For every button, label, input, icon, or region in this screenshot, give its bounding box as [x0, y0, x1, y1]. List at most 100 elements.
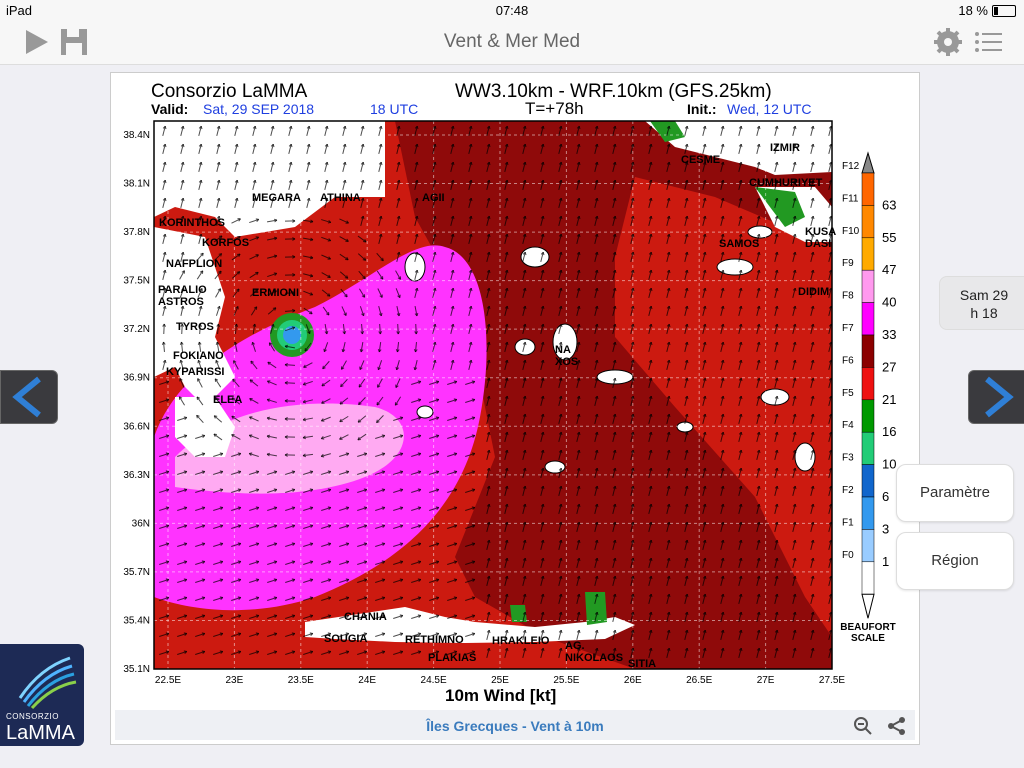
next-button[interactable] — [968, 370, 1024, 424]
lat-tick-label: 37.8N — [123, 227, 150, 238]
scale-kt-label: 3 — [882, 521, 889, 536]
play-icon[interactable] — [20, 26, 54, 58]
place-label: TYROS — [176, 321, 214, 333]
scale-beaufort-label: F9 — [842, 258, 854, 269]
wind-map[interactable]: Consorzio LaMMA Valid: Sat, 29 SEP 2018 … — [115, 77, 915, 707]
scale-kt-label: 10 — [882, 457, 896, 472]
scale-beaufort-label: F12 — [842, 161, 860, 172]
beaufort-scale: 635547403327211610631F12F11F10F9F8F7F6F5… — [840, 151, 896, 644]
place-label: AG. NIKOLAOS — [565, 640, 623, 664]
lat-tick-label: 35.7N — [123, 567, 150, 578]
place-label: PARALIO ASTROS — [158, 284, 207, 308]
plot-area — [153, 120, 833, 670]
lon-tick-label: 23.5E — [288, 675, 314, 686]
share-icon[interactable] — [887, 716, 907, 741]
scale-kt-label: 47 — [882, 262, 896, 277]
nav-bar: Vent & Mer Med — [0, 20, 1024, 65]
list-icon[interactable] — [972, 26, 1006, 58]
scale-beaufort-label: F3 — [842, 453, 854, 464]
scale-beaufort-label: F5 — [842, 388, 854, 399]
chevron-left-icon — [12, 376, 41, 418]
scale-beaufort-label: F11 — [842, 193, 859, 204]
lon-tick-label: 24.5E — [421, 675, 447, 686]
region-button[interactable]: Région — [896, 532, 1014, 590]
logo-line2: LaMMA — [6, 722, 75, 744]
time-indicator: Sam 29 h 18 — [939, 276, 1024, 330]
model-name: WW3.10km - WRF.10km (GFS.25km) — [455, 81, 772, 102]
lat-tick-label: 36.9N — [123, 373, 150, 384]
battery-percent: 18 % — [958, 3, 988, 18]
place-label: HRAKLEIO — [492, 635, 550, 647]
scale-kt-label: 40 — [882, 295, 896, 310]
map-footer: Îles Grecques - Vent à 10m — [115, 710, 915, 740]
map-card: Consorzio LaMMA Valid: Sat, 29 SEP 2018 … — [110, 72, 920, 745]
parameter-button[interactable]: Paramètre — [896, 464, 1014, 522]
clock: 07:48 — [495, 3, 529, 18]
place-label: MEGARA — [252, 192, 301, 204]
scale-beaufort-label: F2 — [842, 485, 854, 496]
lon-tick-label: 27.5E — [819, 675, 845, 686]
place-label: ERMIONI — [252, 287, 299, 299]
place-label: AGII — [422, 192, 445, 204]
lat-tick-label: 37.2N — [123, 324, 150, 335]
place-label: NA XOS — [555, 344, 578, 368]
lat-tick-label: 35.1N — [123, 664, 150, 675]
scale-beaufort-label: F10 — [842, 226, 860, 237]
previous-button[interactable] — [0, 370, 58, 424]
place-label: PLAKIAS — [428, 652, 476, 664]
place-label: CHANIA — [344, 611, 387, 623]
logo-line1: CONSORZIO — [6, 712, 59, 721]
indicator-date: Sam 29 — [959, 287, 1009, 303]
scale-beaufort-label: F8 — [842, 291, 854, 302]
lon-tick-label: 26E — [624, 675, 642, 686]
lon-tick-label: 27E — [757, 675, 775, 686]
valid-time: 18 UTC — [370, 101, 418, 117]
lon-tick-label: 23E — [226, 675, 244, 686]
forecast-offset: T=+78h — [525, 99, 584, 118]
init-label: Init.: — [687, 101, 717, 117]
scale-kt-label: 55 — [882, 230, 896, 245]
lamma-logo: CONSORZIO LaMMA — [0, 644, 84, 746]
valid-label: Valid: — [151, 101, 188, 117]
chevron-right-icon — [985, 376, 1014, 418]
place-label: DIDIM — [798, 286, 829, 298]
place-label: KUSA DASI — [805, 226, 836, 250]
map-caption: Îles Grecques - Vent à 10m — [426, 718, 604, 734]
lat-tick-label: 36.6N — [123, 421, 150, 432]
place-label: SAMOS — [719, 238, 759, 250]
place-label: IZMIR — [770, 142, 800, 154]
scale-kt-label: 27 — [882, 359, 896, 374]
place-label: SITIA — [628, 658, 656, 670]
scale-title: BEAUFORT SCALE — [840, 622, 896, 644]
place-label: ELEA — [213, 394, 242, 406]
map-org: Consorzio LaMMA — [151, 81, 308, 102]
zoom-out-icon[interactable] — [853, 716, 873, 741]
place-label: RETHIMNO — [405, 634, 464, 646]
scale-kt-label: 33 — [882, 327, 896, 342]
lon-tick-label: 24E — [358, 675, 376, 686]
device-name: iPad — [6, 3, 33, 18]
scale-kt-label: 1 — [882, 554, 889, 569]
scale-beaufort-label: F0 — [842, 550, 854, 561]
lon-tick-label: 26.5E — [686, 675, 712, 686]
status-bar: iPad 07:48 18 % — [0, 0, 1024, 20]
scale-beaufort-label: F7 — [842, 323, 854, 334]
place-label: CUMHURIYET — [749, 177, 823, 189]
place-label: CESME — [681, 154, 720, 166]
scale-kt-label: 6 — [882, 489, 889, 504]
gear-icon[interactable] — [932, 26, 966, 58]
x-axis-title: 10m Wind [kt] — [445, 686, 556, 705]
lat-tick-label: 38.1N — [123, 179, 150, 190]
scale-beaufort-label: F6 — [842, 355, 854, 366]
scale-kt-label: 63 — [882, 197, 896, 212]
scale-kt-label: 16 — [882, 424, 896, 439]
init-value: Wed, 12 UTC — [727, 101, 812, 117]
lon-tick-label: 25E — [491, 675, 509, 686]
place-label: ATHINA — [320, 192, 361, 204]
indicator-hour: h 18 — [970, 305, 998, 321]
save-icon[interactable] — [58, 26, 92, 58]
place-label: KORINTHOS — [159, 217, 225, 229]
lat-tick-label: 36N — [132, 518, 150, 529]
lon-tick-label: 25.5E — [553, 675, 579, 686]
battery-icon — [992, 4, 1016, 17]
